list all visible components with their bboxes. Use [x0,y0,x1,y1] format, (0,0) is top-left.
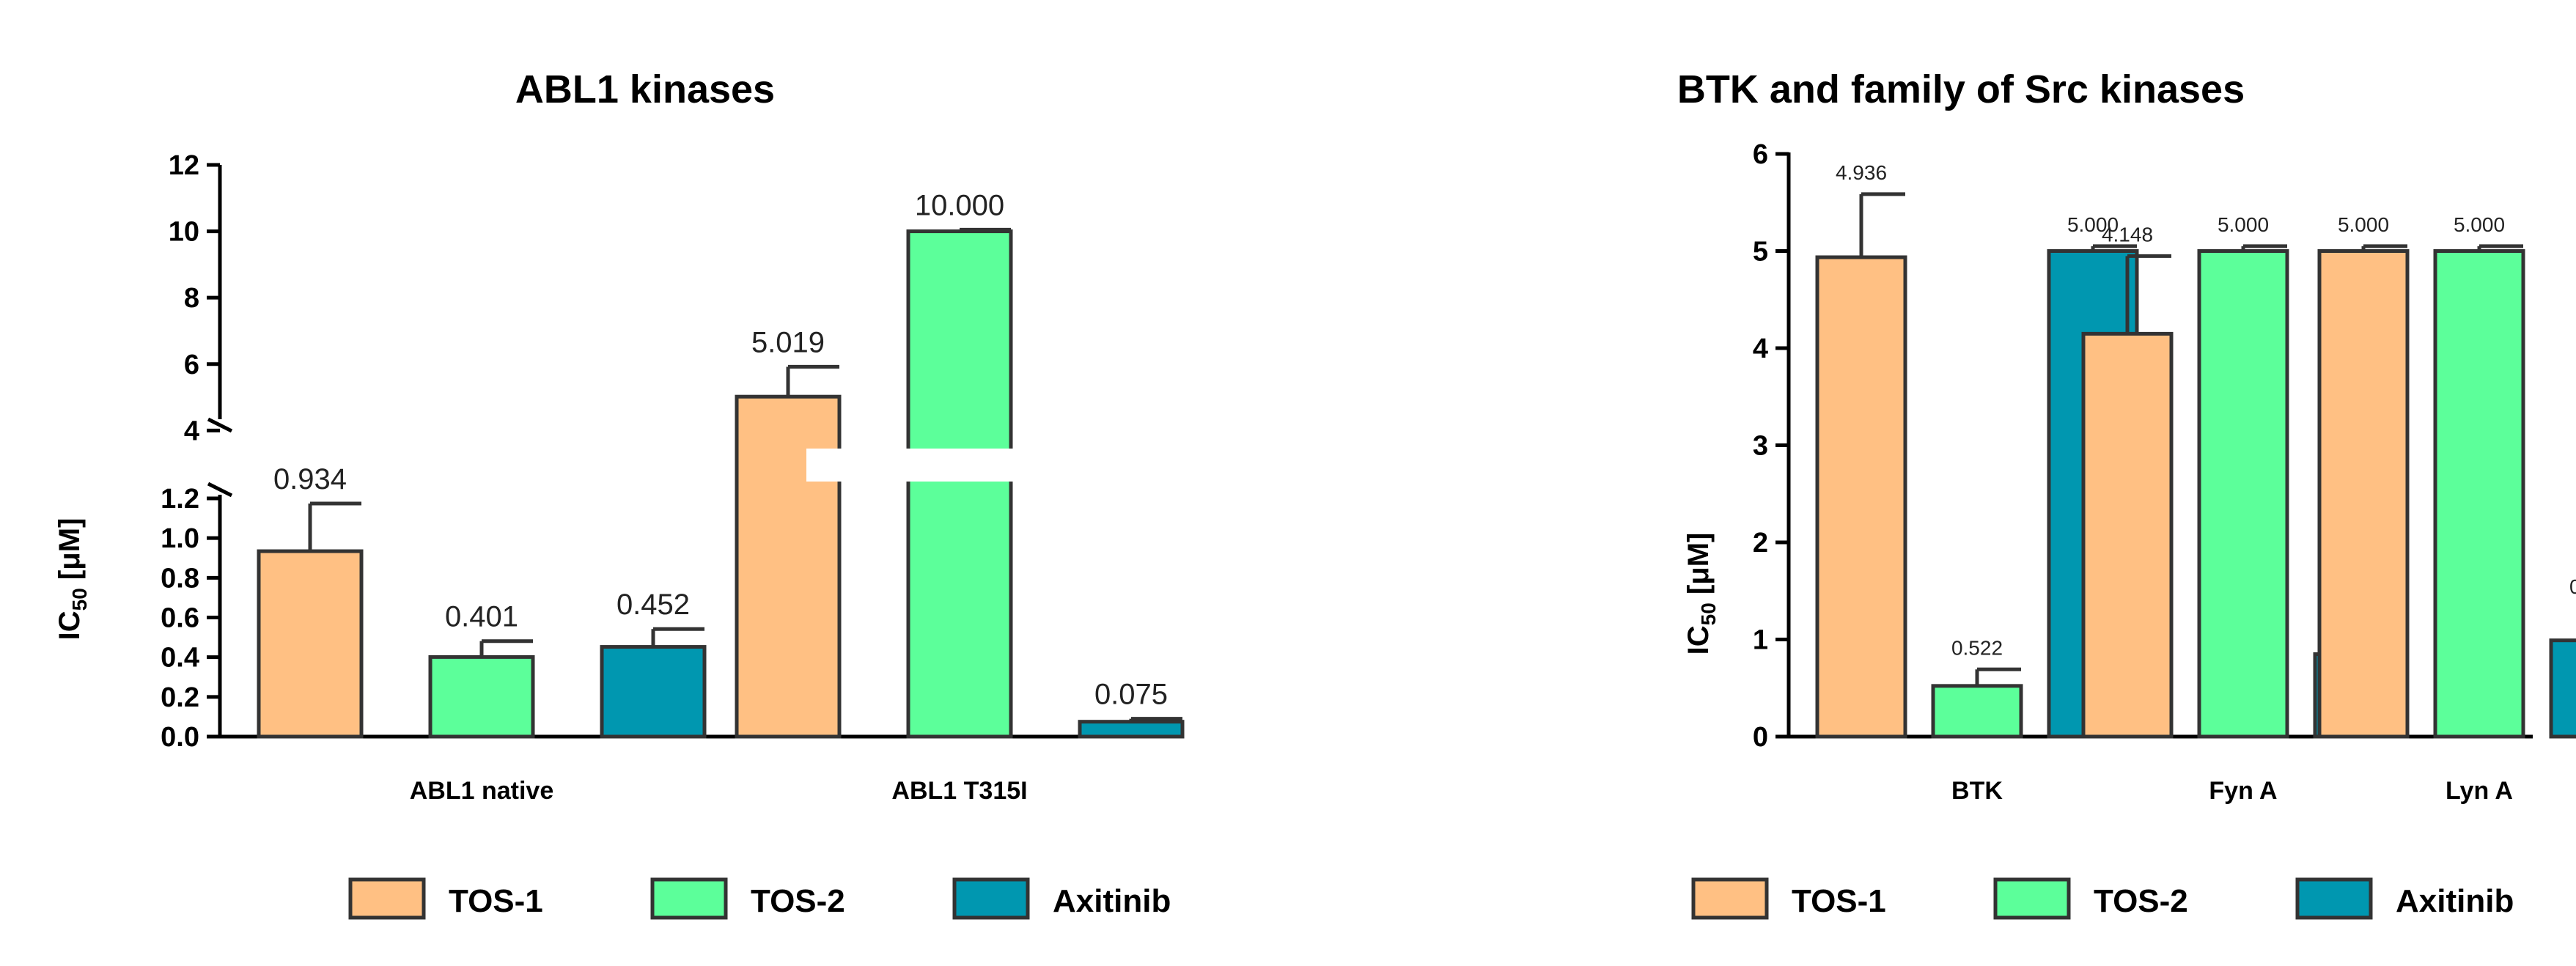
y-tick-label: 4 [1753,333,1768,364]
legend-swatch-tos2 [1993,877,2071,920]
axis-break-mark [207,417,233,433]
data-label: 4.148 [2102,223,2153,246]
y-axis-label-sub: 50 [1697,602,1720,625]
bar-tos-1-abl1-native [257,549,364,739]
axis-break-mark [207,482,233,498]
data-label: 5.000 [2454,213,2505,236]
bar-tos-2-abl1-t315i [906,229,1013,739]
x-tick-label: Lyn A [2446,777,2513,805]
bar-tos-2-fyn-a [2197,249,2289,739]
bar-tos-1-abl1-t315i [735,394,842,739]
data-label: 4.936 [1836,161,1887,184]
y-axis-label-unit: [μM] [54,518,86,589]
chart-title-btk: BTK and family of Src kinases [1677,67,2245,111]
data-label: 0.401 [445,601,518,633]
legend-btk-src: TOS-1 TOS-2 Axitinib [1691,877,2514,920]
bar-axitinib-abl1-native [600,645,707,739]
data-label: 0.452 [617,589,690,621]
y-tick-label: 6 [184,350,199,380]
y-tick-label: 6 [1753,139,1768,170]
data-label: 5.019 [751,326,825,358]
panel-btk-src: BTK and family of Src kinases IC50 [μM] … [1677,67,2576,805]
data-label: 0.991 [2569,575,2576,598]
data-label: 0.075 [1094,679,1168,711]
legend-label-tos1: TOS-1 [1792,883,1886,919]
y-tick-label: 0 [1753,722,1768,753]
x-tick-label: Fyn A [2209,777,2277,805]
y-tick-label: 0.8 [161,563,199,594]
y-tick-label: 1.2 [161,484,199,515]
legend-swatch-axitinib [2295,877,2373,920]
legend-swatch-tos1 [1691,877,1769,920]
data-label: 5.000 [2338,213,2389,236]
y-tick-label: 2 [1753,528,1768,558]
bar-axitinib-abl1-t315i [1078,720,1185,739]
bar-tos-2-lyn-a [2433,249,2525,739]
y-tick-label: 3 [1753,431,1768,462]
legend-label-tos2: TOS-2 [2094,883,2188,919]
panel-abl1: ABL1 kinases IC50 [μM] 0.0 0.2 0.4 0.6 0.8 1.… [54,67,1185,805]
y-tick-label: 12 [169,150,199,181]
y-tick-label: 1 [1753,625,1768,656]
bar-tos-2-abl1-native [428,655,535,739]
data-label: 0.522 [1951,636,2003,659]
y-axis-label-main: IC [54,611,86,640]
y-axis-label-sub: 50 [68,588,91,611]
y-tick-label: 1.0 [161,523,199,554]
y-axis-label-btk: IC50 [μM] [1682,533,1720,655]
y-axis-label-unit: [μM] [1682,533,1715,603]
legend-label-tos2: TOS-2 [751,883,845,919]
bar-tos-1-fyn-a [2081,331,2174,739]
legend-label-tos1: TOS-1 [449,883,543,919]
x-tick-label: BTK [1951,777,2003,805]
bar-tos-2-btk [1931,684,2023,739]
y-axis-label-main: IC [1682,625,1715,655]
data-label: 10.000 [915,189,1004,221]
bar-tos-1-btk [1815,255,1907,739]
y-tick-label: 10 [169,217,199,248]
y-tick-label: 0.6 [161,603,199,634]
y-tick-label: 0.2 [161,682,199,713]
data-label: 5.000 [2218,213,2269,236]
legend-swatch-axitinib [952,877,1030,920]
legend-abl1: TOS-1 TOS-2 Axitinib [348,877,1171,920]
data-label: 5.000 [2067,213,2119,236]
y-tick-label: 4 [184,416,199,446]
legend-label-axitinib: Axitinib [2396,883,2514,919]
y-axis-label-abl1: IC50 [μM] [54,518,91,641]
legend-swatch-tos1 [348,877,426,920]
bar-tos-1-lyn-a [2317,249,2410,739]
legend-label-axitinib: Axitinib [1053,883,1171,919]
legend-swatch-tos2 [650,877,728,920]
axis-break-gap [806,449,1144,482]
y-tick-label: 5 [1753,237,1768,268]
x-tick-label: ABL1 T315I [891,777,1027,805]
bar-axitinib-lyn-a [2549,638,2576,739]
y-tick-label: 0.0 [161,722,199,753]
y-tick-label: 0.4 [161,643,199,674]
chart-title-abl1: ABL1 kinases [515,67,775,111]
data-label: 0.934 [273,463,347,495]
y-tick-label: 8 [184,283,199,314]
x-tick-label: ABL1 native [410,777,554,805]
